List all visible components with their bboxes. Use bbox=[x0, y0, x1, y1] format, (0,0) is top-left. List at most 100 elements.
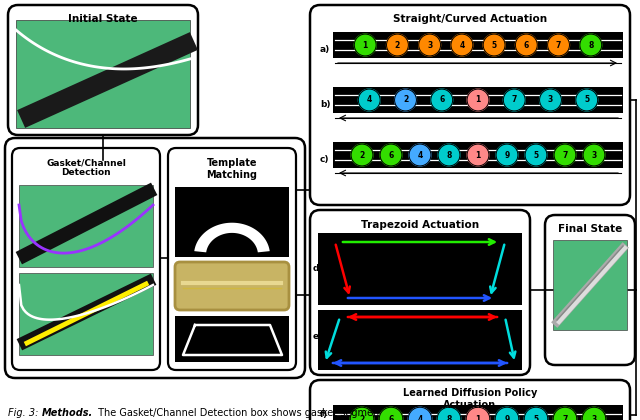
Bar bbox=[333, 405, 623, 420]
Text: 9: 9 bbox=[504, 150, 509, 160]
Circle shape bbox=[483, 34, 505, 56]
Text: 2: 2 bbox=[395, 40, 400, 50]
Text: 5: 5 bbox=[533, 150, 539, 160]
Text: 2: 2 bbox=[360, 150, 365, 160]
Bar bbox=[333, 142, 623, 168]
Circle shape bbox=[495, 407, 519, 420]
FancyBboxPatch shape bbox=[5, 138, 305, 378]
FancyBboxPatch shape bbox=[12, 148, 160, 370]
Text: 3: 3 bbox=[591, 415, 596, 420]
Circle shape bbox=[351, 144, 373, 166]
Text: 7: 7 bbox=[563, 415, 568, 420]
Bar bbox=[16, 20, 190, 128]
Text: 1: 1 bbox=[363, 40, 368, 50]
Circle shape bbox=[395, 89, 417, 111]
Text: 3: 3 bbox=[591, 150, 596, 160]
Bar bbox=[333, 32, 623, 58]
Text: 5: 5 bbox=[492, 40, 497, 50]
Circle shape bbox=[583, 144, 605, 166]
FancyBboxPatch shape bbox=[310, 5, 630, 205]
Circle shape bbox=[387, 34, 408, 56]
Text: 7: 7 bbox=[511, 95, 517, 105]
FancyBboxPatch shape bbox=[310, 380, 630, 420]
FancyBboxPatch shape bbox=[175, 262, 289, 310]
Circle shape bbox=[496, 144, 518, 166]
Circle shape bbox=[467, 144, 489, 166]
Text: 9: 9 bbox=[504, 415, 509, 420]
Circle shape bbox=[540, 89, 561, 111]
Circle shape bbox=[582, 407, 605, 420]
Text: 4: 4 bbox=[417, 150, 422, 160]
Text: c): c) bbox=[320, 155, 330, 164]
Circle shape bbox=[503, 89, 525, 111]
FancyBboxPatch shape bbox=[310, 210, 530, 375]
Bar bbox=[19, 273, 153, 355]
Text: 7: 7 bbox=[556, 40, 561, 50]
Bar bbox=[318, 310, 522, 370]
Text: 3: 3 bbox=[427, 40, 432, 50]
Circle shape bbox=[380, 407, 403, 420]
Circle shape bbox=[409, 144, 431, 166]
Text: Fig. 3:: Fig. 3: bbox=[8, 408, 42, 418]
Text: 3: 3 bbox=[548, 95, 553, 105]
FancyBboxPatch shape bbox=[8, 5, 198, 135]
Text: 4: 4 bbox=[460, 40, 465, 50]
Circle shape bbox=[467, 89, 489, 111]
Bar bbox=[175, 316, 289, 362]
Bar bbox=[318, 233, 522, 305]
Bar bbox=[553, 240, 627, 330]
Text: 6: 6 bbox=[524, 40, 529, 50]
Polygon shape bbox=[195, 223, 269, 252]
Text: 6: 6 bbox=[388, 150, 394, 160]
Circle shape bbox=[451, 34, 473, 56]
Text: f): f) bbox=[320, 410, 328, 420]
Text: e): e) bbox=[313, 333, 323, 341]
Text: 8: 8 bbox=[446, 150, 452, 160]
Text: 1: 1 bbox=[476, 150, 481, 160]
Text: 4: 4 bbox=[417, 415, 422, 420]
FancyBboxPatch shape bbox=[168, 148, 296, 370]
Text: Initial State: Initial State bbox=[68, 14, 138, 24]
Circle shape bbox=[408, 407, 432, 420]
Circle shape bbox=[355, 34, 376, 56]
Text: 1: 1 bbox=[476, 95, 481, 105]
Text: a): a) bbox=[320, 45, 330, 54]
Text: 6: 6 bbox=[439, 95, 444, 105]
Text: The Gasket/Channel Detection box shows gasket segmen: The Gasket/Channel Detection box shows g… bbox=[95, 408, 380, 418]
Text: Template
Matching: Template Matching bbox=[207, 158, 257, 180]
FancyBboxPatch shape bbox=[545, 215, 635, 365]
Circle shape bbox=[438, 144, 460, 166]
Text: Trapezoid Actuation: Trapezoid Actuation bbox=[361, 220, 479, 230]
Text: 6: 6 bbox=[388, 415, 394, 420]
Text: 8: 8 bbox=[588, 40, 593, 50]
Text: Gasket/Channel
Detection: Gasket/Channel Detection bbox=[46, 158, 126, 177]
Circle shape bbox=[553, 407, 577, 420]
Text: 1: 1 bbox=[476, 415, 481, 420]
Circle shape bbox=[419, 34, 440, 56]
Text: Methods.: Methods. bbox=[42, 408, 93, 418]
Text: 4: 4 bbox=[367, 95, 372, 105]
Text: Learned Diffusion Policy
Actuation: Learned Diffusion Policy Actuation bbox=[403, 388, 537, 410]
Bar bbox=[19, 185, 153, 267]
Text: Final State: Final State bbox=[558, 224, 622, 234]
Text: 2: 2 bbox=[403, 95, 408, 105]
Text: 2: 2 bbox=[360, 415, 365, 420]
Circle shape bbox=[524, 407, 548, 420]
Text: Straight/Curved Actuation: Straight/Curved Actuation bbox=[393, 14, 547, 24]
Circle shape bbox=[580, 34, 602, 56]
Text: 5: 5 bbox=[533, 415, 539, 420]
Circle shape bbox=[576, 89, 598, 111]
Text: 7: 7 bbox=[563, 150, 568, 160]
Circle shape bbox=[431, 89, 452, 111]
Circle shape bbox=[380, 144, 402, 166]
Text: 8: 8 bbox=[446, 415, 452, 420]
Bar bbox=[175, 187, 289, 257]
Circle shape bbox=[358, 89, 380, 111]
Text: d): d) bbox=[313, 263, 323, 273]
Circle shape bbox=[466, 407, 490, 420]
Circle shape bbox=[525, 144, 547, 166]
Circle shape bbox=[548, 34, 570, 56]
Circle shape bbox=[554, 144, 576, 166]
Circle shape bbox=[350, 407, 374, 420]
Bar bbox=[333, 87, 623, 113]
